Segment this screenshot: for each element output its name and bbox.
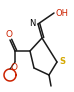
Text: O: O [5,30,13,39]
Text: S: S [59,58,65,67]
Text: O: O [11,63,17,72]
Text: N: N [30,20,36,29]
Text: OH: OH [55,8,68,17]
